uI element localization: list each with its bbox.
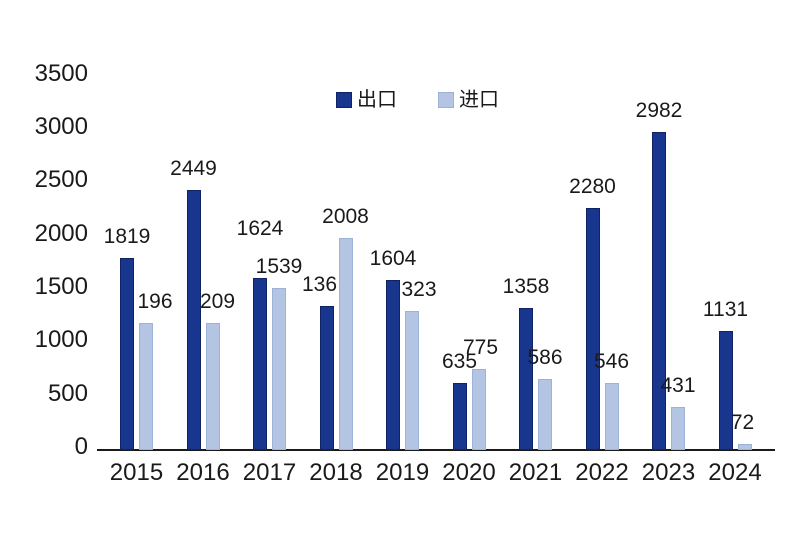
export-bar-label-2015: 1819	[103, 225, 151, 248]
export-bar-2021	[519, 308, 533, 450]
x-axis-label-2018: 2018	[309, 459, 363, 486]
x-axis-label-2020: 2020	[442, 459, 496, 486]
export-bar-2017	[253, 278, 267, 450]
y-axis-tick-label: 1000	[34, 326, 88, 354]
y-axis-tick-label: 1500	[34, 272, 88, 300]
x-axis-label-2015: 2015	[109, 459, 164, 486]
x-axis-label-2024: 2024	[708, 459, 762, 486]
export-bar-2019	[386, 280, 400, 450]
import-bar-2021	[538, 379, 552, 450]
import-bar-2020	[471, 369, 486, 450]
export-bar-label-2022: 2280	[569, 175, 616, 198]
export-bar-2022	[585, 208, 600, 450]
export-bar-label-2024: 1131	[702, 298, 749, 321]
y-axis-tick-label: 3000	[34, 112, 88, 140]
x-axis-label-2016: 2016	[176, 459, 230, 486]
import-bar-label-2023: 431	[660, 374, 696, 397]
export-bar-label-2017: 1624	[236, 217, 284, 240]
export-bar-2023	[652, 132, 666, 450]
export-bar-2018	[319, 306, 334, 450]
import-bar-2023	[671, 407, 685, 450]
y-axis-tick-label: 500	[47, 379, 88, 407]
legend-label-export: 出口	[357, 89, 397, 111]
import-bar-label-2022: 546	[593, 350, 630, 373]
import-bar-2017	[272, 288, 286, 450]
import-bar-2016	[205, 323, 220, 450]
import-bar-label-2020: 775	[462, 336, 499, 359]
x-axis-label-2021: 2021	[508, 459, 563, 486]
import-bar-2015	[139, 323, 153, 450]
import-bar-2018	[338, 238, 353, 450]
import-bar-2019	[405, 311, 419, 450]
import-bar-label-2024: 72	[730, 411, 755, 434]
export-bar-label-2016: 2449	[170, 157, 217, 180]
import-bar-label-2017: 1539	[255, 255, 303, 278]
export-swatch-icon	[336, 92, 352, 108]
import-bar-label-2016: 209	[199, 290, 236, 313]
legend: 出口 进口	[0, 88, 800, 116]
import-bar-label-2018: 2008	[322, 205, 369, 228]
y-axis-tick-label: 3500	[34, 59, 88, 87]
x-axis-label-2023: 2023	[641, 459, 696, 486]
y-axis-tick-label: 2500	[34, 166, 88, 194]
x-axis-label-2017: 2017	[242, 459, 297, 486]
x-axis-label-2019: 2019	[375, 459, 430, 486]
import-bar-label-2019: 323	[401, 278, 437, 301]
y-axis-tick-label: 2000	[34, 219, 88, 247]
export-bar-2024	[718, 331, 733, 450]
export-bar-2015	[120, 258, 134, 450]
x-axis-line	[97, 449, 775, 451]
import-bar-2024	[737, 444, 752, 450]
export-bar-label-2019: 1604	[369, 247, 417, 270]
x-axis-label-2022: 2022	[575, 459, 629, 486]
import-bar-label-2021: 586	[527, 346, 563, 369]
export-bar-2020	[452, 383, 467, 450]
export-bar-label-2018: 136	[301, 273, 338, 296]
export-bar-2016	[186, 190, 201, 450]
import-bar-2022	[604, 383, 619, 450]
export-bar-label-2020: 635	[441, 350, 478, 373]
import-bar-label-2015: 196	[137, 290, 173, 313]
export-bar-label-2023: 2982	[635, 99, 683, 122]
export-bar-label-2021: 1358	[502, 275, 550, 298]
y-axis-tick-label: 0	[74, 433, 88, 460]
import-swatch-icon	[438, 92, 454, 108]
legend-label-import: 进口	[459, 89, 499, 111]
